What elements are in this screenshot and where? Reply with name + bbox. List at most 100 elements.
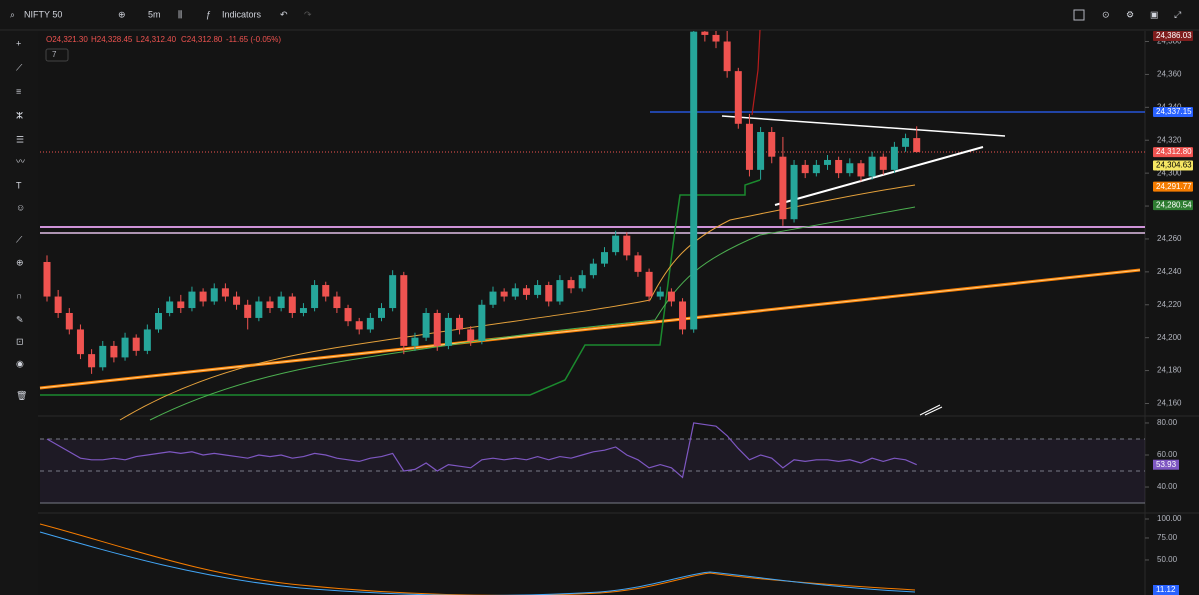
settings-btn[interactable]: ⚙ (1126, 9, 1134, 19)
candle-body (88, 354, 96, 368)
interval[interactable]: 5m (148, 9, 161, 19)
price-label: 24,291.77 (1156, 182, 1192, 191)
tool-cross[interactable]: + (16, 38, 21, 48)
y-tick-label: 50.00 (1157, 555, 1178, 564)
tool-fib[interactable]: ☰ (16, 134, 24, 144)
price-label-bg (1153, 181, 1193, 192)
tool-lock[interactable]: ⊡ (16, 336, 24, 346)
tool-zoom[interactable]: ⊕ (16, 257, 24, 267)
snapshot-btn[interactable]: ▣ (1150, 9, 1159, 19)
candle-body (311, 285, 319, 309)
candle-body (366, 317, 374, 330)
candle-body (612, 235, 620, 253)
candle-body (890, 146, 898, 170)
tool-trash[interactable]: 🗑 (16, 390, 27, 400)
tool-magnet[interactable]: ∩ (16, 290, 22, 300)
drawing-mark (919, 404, 943, 416)
indicators[interactable]: Indicators (222, 9, 262, 19)
legend-toggle[interactable] (45, 48, 69, 62)
candle-body (913, 138, 921, 153)
candle-body (433, 312, 441, 346)
indicators-icon[interactable]: ƒ (206, 9, 211, 19)
triangle-top (721, 115, 1006, 137)
tool-lock-draw[interactable]: ✎ (16, 314, 24, 324)
layout-btn[interactable] (1073, 9, 1085, 21)
candle-body (322, 285, 330, 297)
candle-body (233, 296, 241, 305)
y-tick-label: 24,200 (1157, 333, 1182, 342)
price-label: 24,280.54 (1156, 200, 1192, 209)
tool-pitchfork[interactable]: ⵣ (16, 110, 23, 120)
candle-body (846, 163, 854, 174)
candle-body (99, 345, 107, 368)
rsi-label-bg (1153, 459, 1179, 470)
candle-body (422, 312, 430, 338)
candle-body (812, 164, 820, 174)
price-label-bg (1153, 147, 1193, 158)
symbol[interactable]: NIFTY 50 (24, 9, 62, 19)
candle-body (868, 156, 876, 177)
y-tick-label: 24,380 (1157, 37, 1182, 46)
y-tick-label: 24,360 (1157, 70, 1182, 79)
candle-body (344, 308, 352, 322)
tool-text[interactable]: T (16, 180, 22, 190)
candle-body (757, 132, 765, 170)
supertrend-upper (751, 29, 761, 116)
y-tick-label: 24,160 (1157, 399, 1182, 408)
search-icon[interactable]: ⌕ (10, 9, 15, 19)
candle-body (221, 288, 229, 297)
undo[interactable]: ↶ (280, 9, 288, 19)
add-symbol[interactable]: ⊕ (118, 9, 126, 19)
candle-body (835, 159, 843, 174)
y-tick-label: 24,340 (1157, 102, 1182, 111)
candle-body (333, 296, 341, 309)
candle-body (578, 275, 586, 289)
candle-body (467, 329, 475, 341)
candle-body (801, 164, 809, 174)
tool-eye[interactable]: ◉ (16, 358, 24, 368)
tool-pattern[interactable]: 〰 (16, 156, 25, 166)
zoom-btn[interactable]: ⊙ (1102, 9, 1110, 19)
candle-body (902, 138, 910, 147)
rsi-label: 53.93 (1156, 460, 1177, 469)
candle-body (645, 271, 653, 297)
indicator-label: 11.12 (1156, 585, 1176, 594)
triangle-bottom (774, 146, 984, 206)
redo[interactable]: ↷ (304, 9, 312, 19)
rsi-line (46, 422, 917, 479)
ohlc-low: L24,312.40 (136, 35, 177, 44)
candle-body (567, 280, 575, 289)
y-tick-label: 24,320 (1157, 135, 1182, 144)
candle-body (288, 296, 296, 313)
ohlc-high: H24,328.45 (91, 35, 133, 44)
tool-hlines[interactable]: ≡ (16, 86, 21, 96)
candle-body (556, 280, 564, 302)
candle-body (400, 275, 408, 346)
price-label-bg (1153, 31, 1193, 41)
price-label: 24,386.03 (1156, 31, 1192, 40)
y-tick-label: 75.00 (1157, 533, 1178, 542)
price-label: 24,312.80 (1156, 147, 1192, 156)
candle-body (634, 255, 642, 272)
candle-body (489, 291, 497, 305)
supertrend (40, 179, 761, 396)
candle-body (690, 31, 698, 330)
legend-count[interactable]: 7 (52, 50, 57, 59)
candle-body (667, 291, 675, 302)
tool-emoji[interactable]: ☺ (16, 202, 25, 212)
candle-body (121, 337, 129, 358)
fullscreen-btn[interactable]: ⤢ (1173, 9, 1181, 19)
candle-body (623, 235, 631, 256)
candle-body (679, 301, 687, 330)
tool-ruler[interactable]: ⟋ (16, 234, 23, 244)
y-tick-label: 24,180 (1157, 366, 1182, 375)
price-label: 24,304.63 (1156, 161, 1192, 170)
chart-type[interactable]: ⫼ (178, 9, 182, 19)
tool-line[interactable]: ⟋ (16, 62, 23, 72)
drawing-tools: + ⟋ ≡ ⵣ ☰ 〰 T ☺ ⟋ ⊕ ∩ ✎ ⊡ ◉ 🗑 (16, 38, 27, 400)
candle-body (76, 329, 84, 355)
price-label: 24,337.15 (1156, 107, 1192, 116)
y-tick-label: 24,220 (1157, 300, 1182, 309)
